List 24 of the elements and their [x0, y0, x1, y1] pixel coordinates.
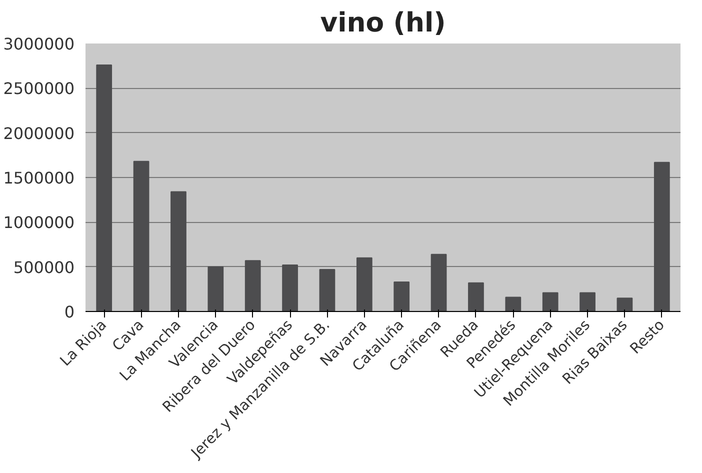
bar: [170, 191, 186, 312]
bar: [319, 269, 336, 312]
y-tick-label: 1000000: [3, 213, 75, 232]
y-tick-label: 1500000: [3, 168, 75, 188]
bar: [394, 282, 410, 312]
bar: [616, 298, 633, 312]
bar: [208, 266, 224, 312]
bar: [96, 64, 112, 312]
bar: [542, 292, 558, 312]
bar: [244, 260, 261, 312]
bar: [356, 257, 372, 312]
bar: [654, 162, 670, 312]
y-tick-label: 2500000: [3, 79, 75, 98]
chart-title: vino (hl): [320, 8, 446, 38]
y-tick-label: 2000000: [3, 124, 75, 143]
bar: [282, 264, 298, 312]
bar: [430, 254, 447, 312]
y-tick-label: 500000: [13, 258, 74, 277]
y-tick-label: 3000000: [3, 34, 75, 54]
bar: [505, 296, 522, 312]
bar: [580, 292, 596, 312]
bar: [468, 282, 484, 312]
y-tick-label: 0: [64, 302, 75, 322]
bar: [133, 160, 150, 312]
